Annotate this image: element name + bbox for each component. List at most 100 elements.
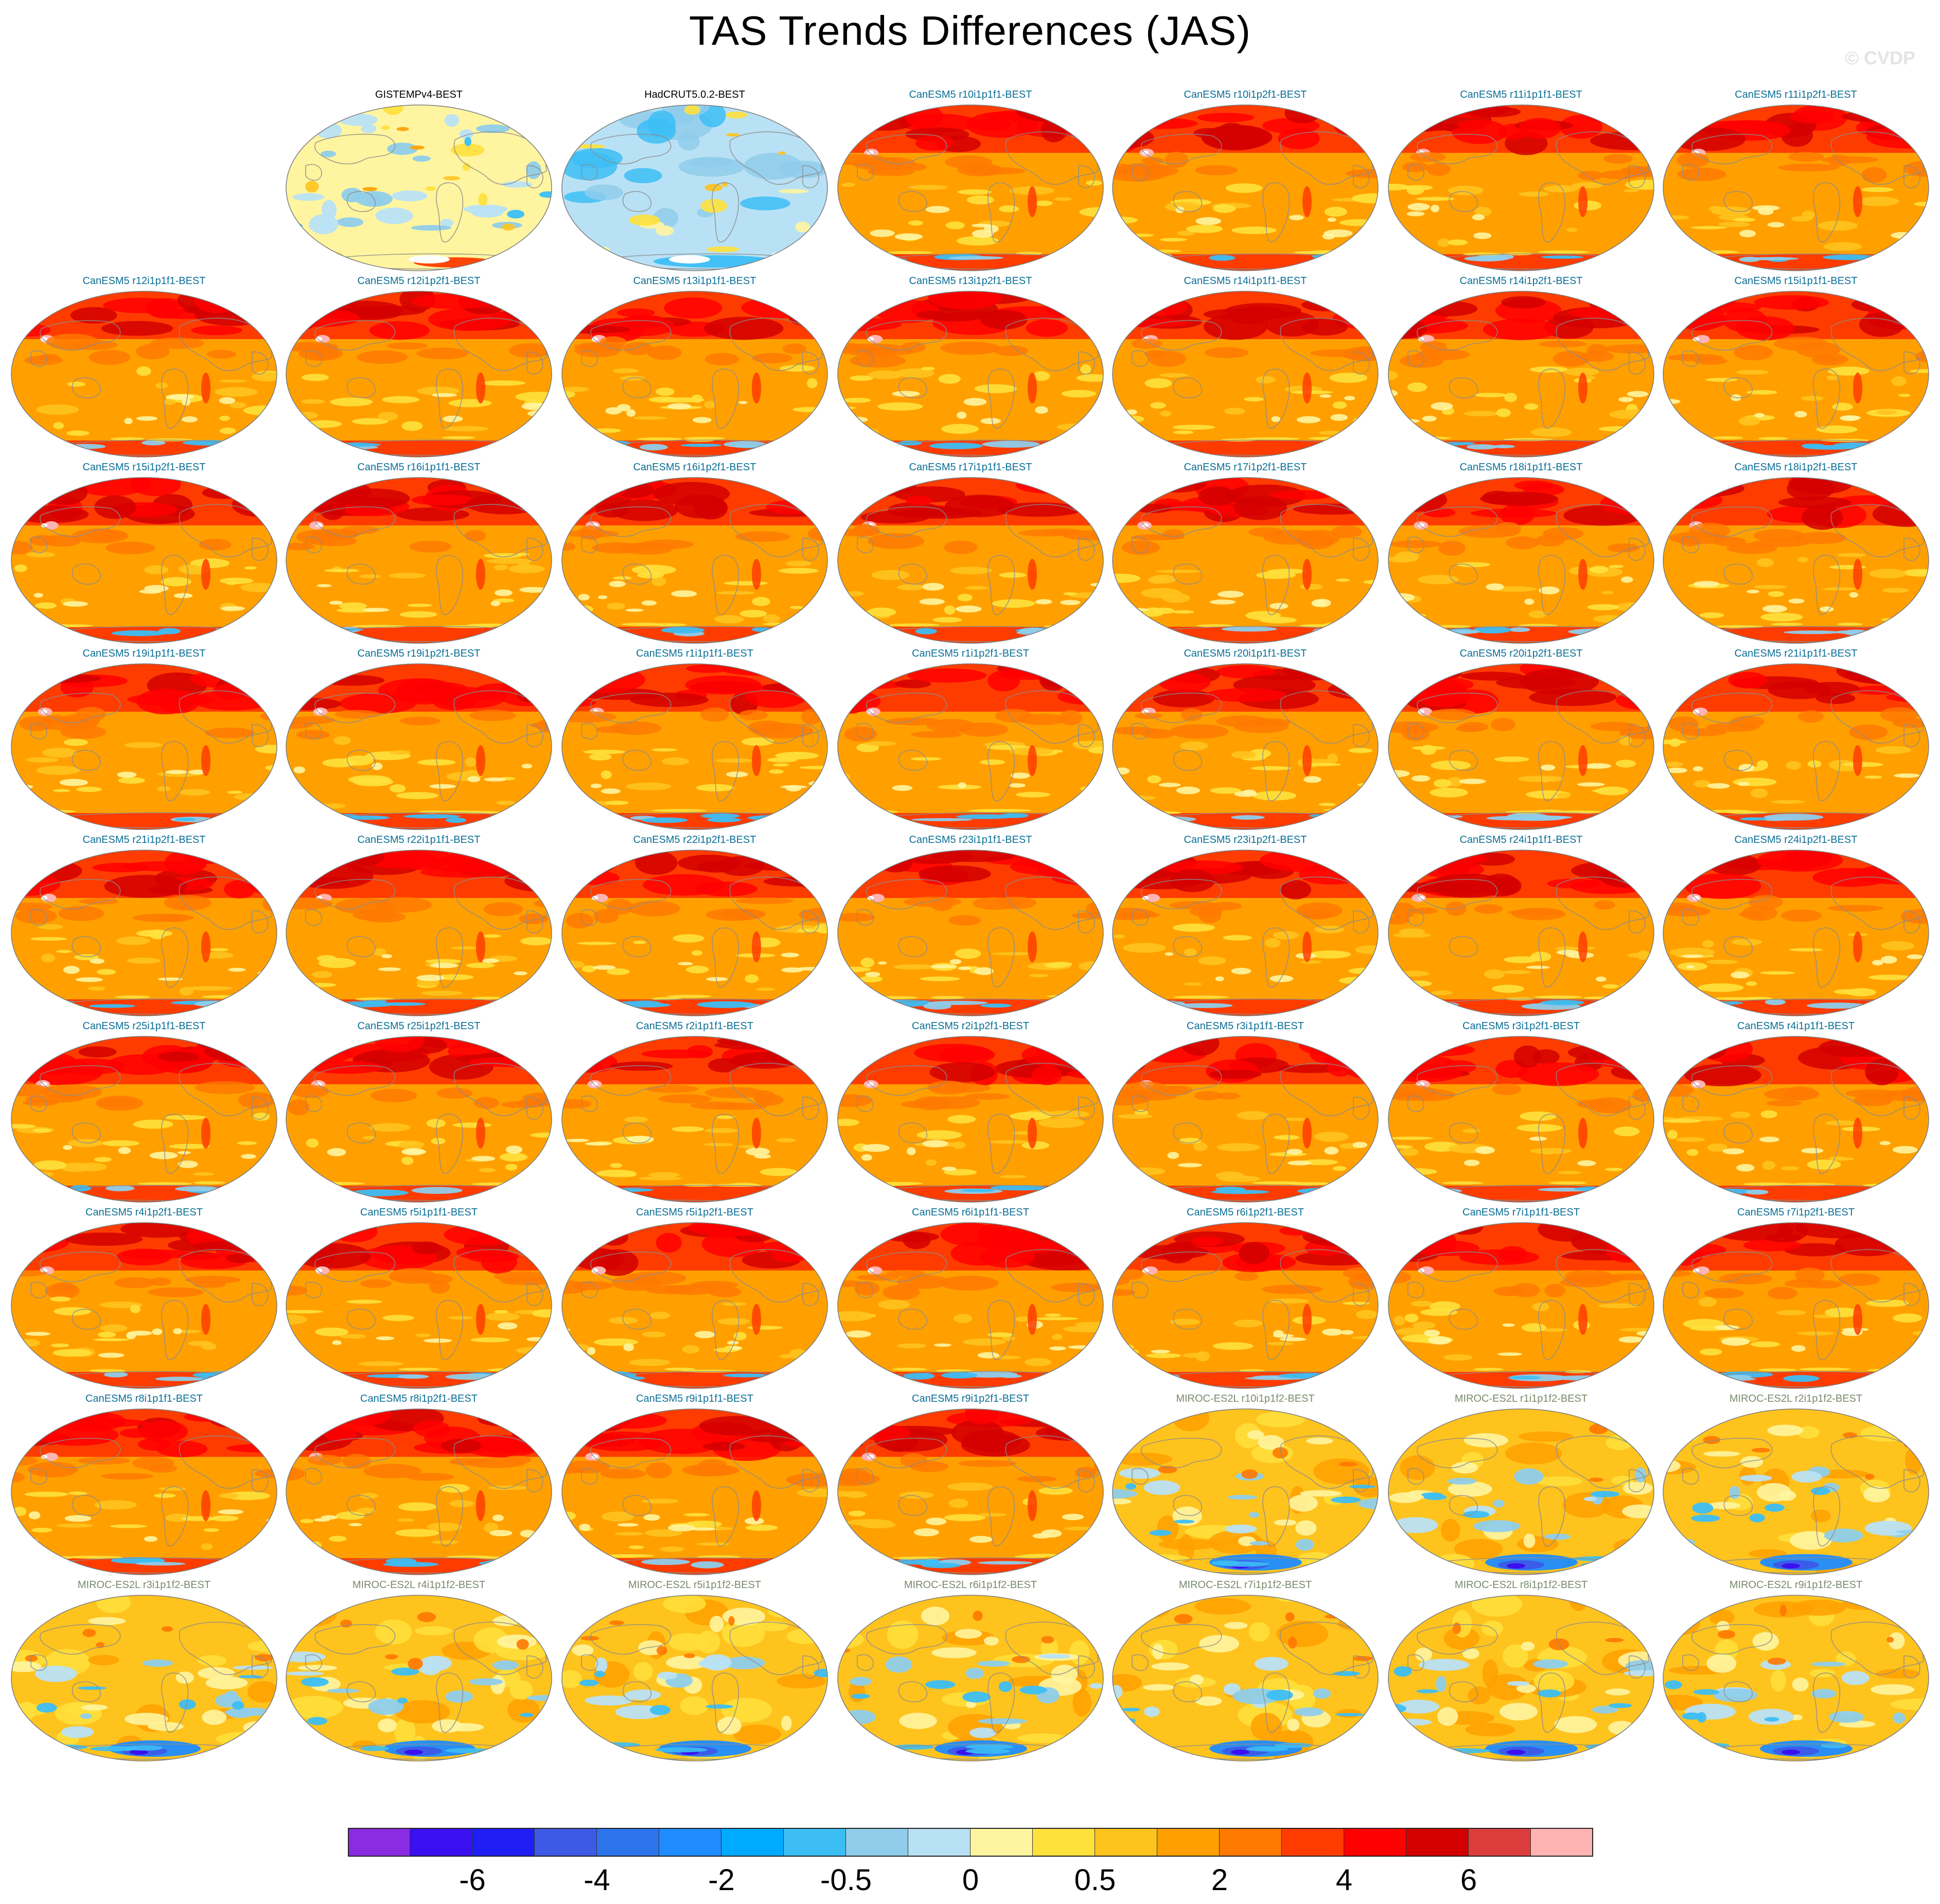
field-patch (594, 1412, 667, 1429)
field-patch (960, 1189, 995, 1192)
field-patch (648, 1172, 680, 1178)
field-patch (205, 727, 255, 738)
field-patch (298, 346, 343, 361)
field-patch (1524, 598, 1535, 605)
map-svg (1663, 104, 1929, 271)
field-patch (25, 1332, 50, 1336)
field-patch (1686, 965, 1695, 968)
field-patch (56, 1523, 93, 1528)
field-patch (1472, 214, 1485, 221)
field-patch (1441, 1519, 1460, 1542)
field-patch (1416, 1689, 1439, 1694)
field-patch (465, 757, 477, 767)
coastline (590, 1624, 672, 1655)
field-patch (230, 402, 246, 409)
map-outline (837, 1595, 1104, 1761)
panel-map (285, 104, 553, 272)
field-patch (44, 521, 59, 530)
field-patch (1716, 1620, 1730, 1632)
map-panel: CanESM5 r1i1p1f1-BEST (557, 647, 833, 834)
field-patch (286, 1671, 324, 1676)
field-patch (526, 239, 544, 245)
coastline (1262, 1486, 1290, 1547)
field-patch (1399, 928, 1425, 935)
coastline (1903, 1097, 1920, 1120)
coastline (1262, 927, 1290, 988)
field-patch (201, 1304, 210, 1335)
field-patch (389, 1268, 436, 1284)
map-outline (1663, 291, 1929, 457)
coastline (453, 690, 547, 744)
panel-title: CanESM5 r21i1p1f1-BEST (1734, 648, 1858, 659)
map-outline (286, 663, 552, 830)
field-patch (344, 815, 390, 820)
field-patch (562, 850, 602, 874)
field-patch (1165, 952, 1174, 956)
field-patch (1195, 1696, 1222, 1706)
field-patch (1045, 1110, 1089, 1118)
field-patch (562, 960, 585, 968)
field-patch (1050, 961, 1072, 967)
field-patch (1702, 940, 1714, 948)
field-patch (293, 766, 306, 773)
field-patch (137, 1182, 192, 1186)
field-patch (493, 565, 508, 571)
field-patch (838, 666, 863, 683)
map-svg (1663, 663, 1929, 830)
panel-map (10, 1594, 278, 1762)
field-patch (1198, 908, 1222, 923)
panel-map (1662, 104, 1930, 272)
coastline (40, 879, 121, 910)
coastline (1078, 1097, 1095, 1120)
panel-map (10, 477, 278, 644)
map-panel: CanESM5 r3i1p1f1-BEST (1107, 1020, 1383, 1206)
field-patch (201, 1118, 210, 1149)
coastline (346, 1495, 376, 1516)
field-patch (219, 427, 236, 434)
field-patch (1406, 211, 1425, 217)
coastline (1005, 131, 1099, 185)
field-patch (1590, 721, 1638, 731)
field-patch (1026, 319, 1068, 337)
field-patch (1501, 296, 1546, 309)
field-patch (696, 784, 734, 791)
field-patch (1463, 1433, 1508, 1448)
field-patch (65, 1232, 143, 1246)
field-patch (1663, 1610, 1700, 1635)
field-patch (1825, 1045, 1911, 1057)
field-patch (838, 817, 873, 822)
field-patch (97, 968, 116, 975)
field-patch (1608, 1703, 1632, 1708)
field-patch (1624, 189, 1639, 192)
field-patch (1611, 1475, 1634, 1485)
map-panel: CanESM5 r5i1p2f1-BEST (557, 1206, 833, 1392)
coastline (40, 1065, 121, 1096)
panel-title: CanESM5 r5i1p1f1-BEST (360, 1207, 478, 1218)
field-patch (1144, 350, 1166, 358)
field-patch (945, 221, 965, 230)
field-patch (1625, 1660, 1654, 1672)
field-patch (941, 424, 979, 434)
field-patch (519, 119, 534, 129)
field-patch (969, 1536, 993, 1543)
map-panel: CanESM5 r22i1p1f1-BEST (281, 834, 557, 1020)
field-patch (772, 763, 789, 767)
field-patch (98, 1352, 125, 1358)
field-patch (1682, 1712, 1702, 1720)
field-patch (175, 1330, 201, 1333)
map-panel: CanESM5 r19i1p1f1-BEST (6, 647, 282, 834)
coastline (581, 1281, 598, 1299)
field-patch (616, 308, 655, 317)
field-patch (310, 1541, 322, 1549)
field-patch (527, 410, 552, 417)
field-patch (1693, 1689, 1720, 1695)
field-patch (652, 748, 677, 752)
field-patch (1663, 481, 1690, 502)
field-patch (1578, 931, 1588, 962)
field-patch (870, 894, 885, 902)
field-patch (337, 217, 364, 227)
field-patch (412, 1241, 441, 1255)
field-patch (845, 591, 864, 596)
field-patch (755, 988, 775, 991)
coastline (314, 1438, 396, 1469)
